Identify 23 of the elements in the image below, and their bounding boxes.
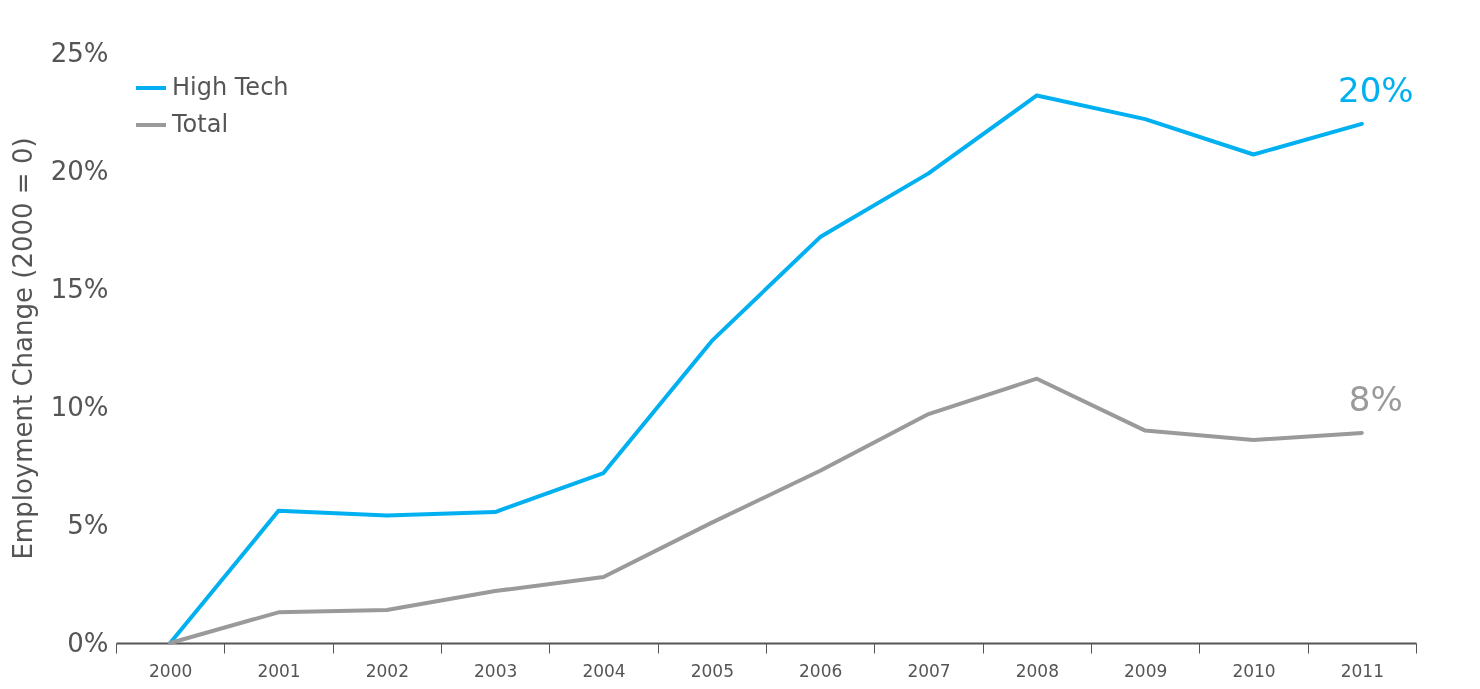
- y-axis-title: Employment Change (2000 = 0): [7, 137, 38, 560]
- y-tick-label: 25%: [50, 37, 109, 68]
- x-tick-label: 2003: [474, 660, 518, 681]
- y-tick-label: 15%: [50, 273, 109, 304]
- x-tick-label: 2006: [799, 660, 843, 681]
- x-tick-label: 2002: [365, 660, 409, 681]
- x-tick-label: 2001: [257, 660, 301, 681]
- annotation: 8%: [1348, 378, 1403, 419]
- y-tick-label: 5%: [67, 509, 109, 540]
- x-tick-label: 2007: [907, 660, 951, 681]
- legend-label: Total: [171, 110, 229, 138]
- x-tick-label: 2011: [1340, 660, 1384, 681]
- x-tick-label: 2010: [1232, 660, 1276, 681]
- x-tick-label: 2004: [582, 660, 626, 681]
- legend-label: High Tech: [172, 73, 289, 101]
- x-tick-label: 2005: [690, 660, 734, 681]
- x-tick-label: 2000: [149, 660, 193, 681]
- x-tick-label: 2008: [1015, 660, 1059, 681]
- annotation: 20%: [1338, 69, 1414, 110]
- x-tick-label: 2009: [1124, 660, 1168, 681]
- y-tick-label: 20%: [50, 155, 109, 186]
- y-tick-label: 10%: [50, 391, 109, 422]
- y-tick-label: 0%: [67, 627, 109, 658]
